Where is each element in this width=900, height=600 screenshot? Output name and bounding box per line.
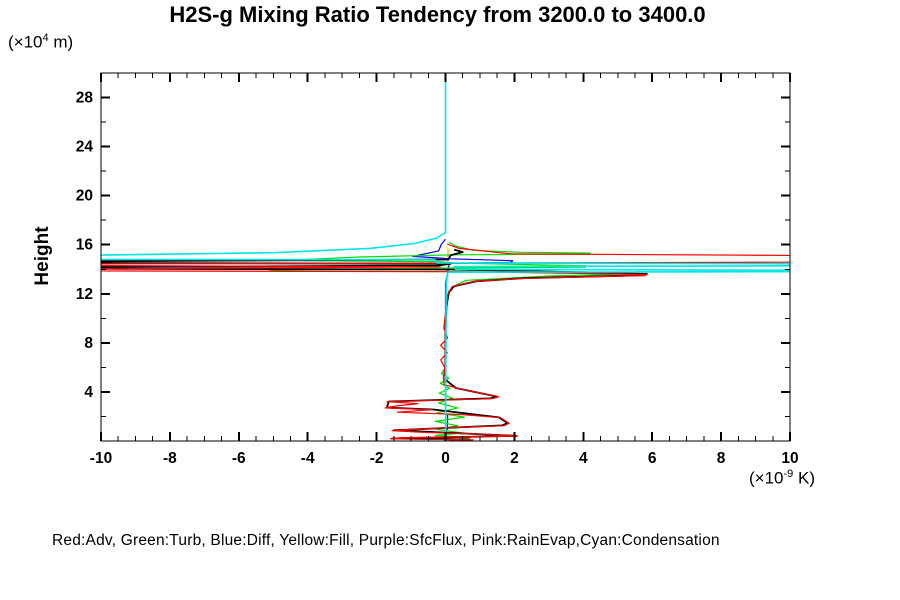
series-line-turb [269, 241, 640, 441]
y-tick-label: 8 [84, 335, 93, 352]
x-tick-label: 0 [441, 450, 450, 467]
y-tick-label: 16 [76, 237, 94, 254]
y-tick-label: 28 [76, 90, 94, 107]
x-tick-label: -10 [90, 450, 112, 467]
y-axis-units-label: (×104 m) [8, 32, 74, 52]
y-tick-label: 12 [76, 286, 93, 303]
x-tick-label: 4 [579, 450, 588, 467]
chart-title: H2S-g Mixing Ratio Tendency from 3200.0 … [169, 2, 706, 27]
series-legend-text: Red:Adv, Green:Turb, Blue:Diff, Yellow:F… [52, 532, 720, 549]
x-tick-label: -2 [370, 450, 384, 467]
y-tick-label: 20 [76, 188, 93, 205]
x-tick-label: 2 [510, 450, 519, 467]
y-tick-label: 24 [76, 139, 94, 156]
x-tick-label: -8 [163, 450, 177, 467]
y-tick-label: 4 [84, 384, 93, 401]
x-tick-label: -4 [301, 450, 315, 467]
x-tick-label: 8 [717, 450, 726, 467]
x-axis-units-label: (×10-9 K) [748, 468, 815, 488]
x-tick-label: -6 [232, 450, 246, 467]
x-tick-label: 6 [648, 450, 657, 467]
series-line-condensation [101, 73, 790, 441]
series-line-adv [101, 243, 790, 441]
x-tick-label: 10 [781, 450, 798, 467]
